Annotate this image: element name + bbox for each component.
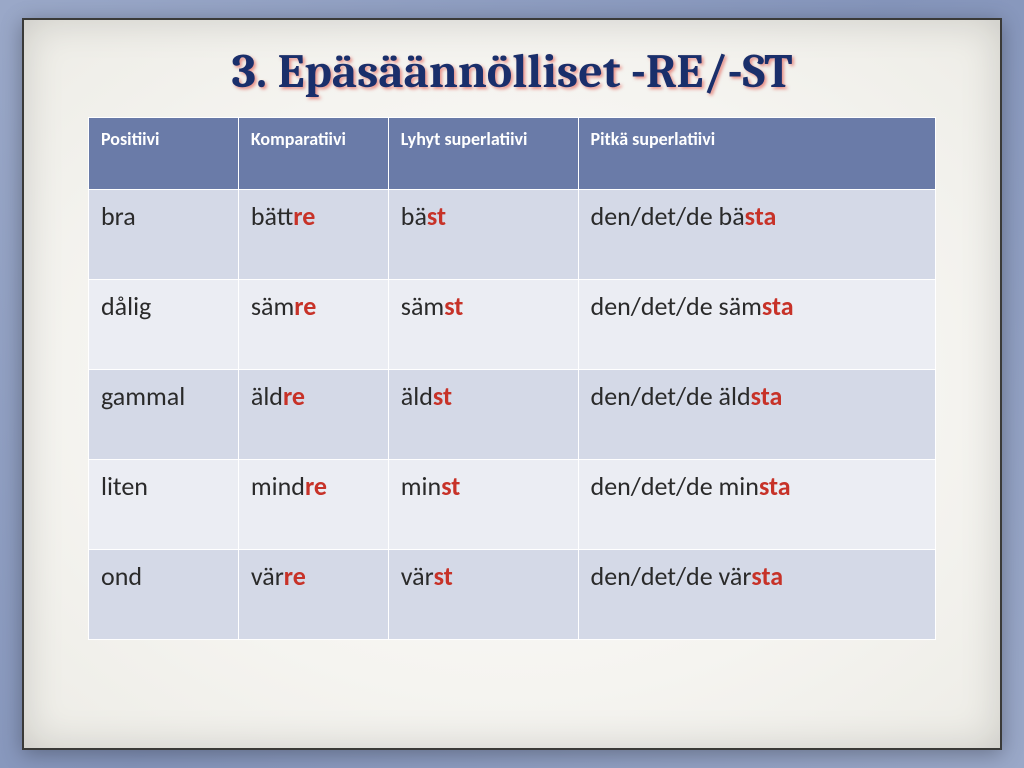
suffix-st: st bbox=[433, 380, 452, 412]
cell-short-superlative: bäst bbox=[388, 190, 578, 280]
suffix-st: st bbox=[434, 560, 453, 592]
cell-comparative: värre bbox=[238, 550, 388, 640]
cell-positive: gammal bbox=[89, 370, 239, 460]
cell-positive: ond bbox=[89, 550, 239, 640]
suffix-sta: sta bbox=[759, 470, 791, 502]
suffix-re: re bbox=[284, 560, 306, 592]
cell-comparative: sämre bbox=[238, 280, 388, 370]
cell-positive: dålig bbox=[89, 280, 239, 370]
cell-positive: bra bbox=[89, 190, 239, 280]
suffix-st: st bbox=[444, 290, 463, 322]
suffix-re: re bbox=[283, 380, 305, 412]
cell-comparative: bättre bbox=[238, 190, 388, 280]
suffix-sta: sta bbox=[751, 380, 783, 412]
suffix-re: re bbox=[294, 290, 316, 322]
suffix-re: re bbox=[293, 200, 315, 232]
cell-long-superlative: den/det/de värsta bbox=[578, 550, 935, 640]
suffix-sta: sta bbox=[751, 560, 783, 592]
suffix-sta: sta bbox=[762, 290, 794, 322]
cell-short-superlative: värst bbox=[388, 550, 578, 640]
table-row: litenmindreminstden/det/de minsta bbox=[89, 460, 936, 550]
cell-short-superlative: minst bbox=[388, 460, 578, 550]
cell-short-superlative: äldst bbox=[388, 370, 578, 460]
cell-long-superlative: den/det/de sämsta bbox=[578, 280, 935, 370]
col-header-positiivi: Positiivi bbox=[89, 118, 239, 190]
slide-frame: 3. Epäsäännölliset -RE/-ST Positiivi Kom… bbox=[22, 18, 1002, 750]
table-row: gammaläldreäldstden/det/de äldsta bbox=[89, 370, 936, 460]
cell-long-superlative: den/det/de äldsta bbox=[578, 370, 935, 460]
comparison-table: Positiivi Komparatiivi Lyhyt superlatiiv… bbox=[88, 117, 936, 640]
slide-title: 3. Epäsäännölliset -RE/-ST bbox=[24, 44, 1000, 99]
cell-short-superlative: sämst bbox=[388, 280, 578, 370]
col-header-lyhyt-superlatiivi: Lyhyt superlatiivi bbox=[388, 118, 578, 190]
table-row: dåligsämresämstden/det/de sämsta bbox=[89, 280, 936, 370]
table-row: ondvärrevärstden/det/de värsta bbox=[89, 550, 936, 640]
suffix-st: st bbox=[427, 200, 446, 232]
table-header-row: Positiivi Komparatiivi Lyhyt superlatiiv… bbox=[89, 118, 936, 190]
table-row: brabättrebästden/det/de bästa bbox=[89, 190, 936, 280]
cell-long-superlative: den/det/de minsta bbox=[578, 460, 935, 550]
suffix-sta: sta bbox=[745, 200, 777, 232]
suffix-re: re bbox=[305, 470, 327, 502]
cell-positive: liten bbox=[89, 460, 239, 550]
col-header-komparatiivi: Komparatiivi bbox=[238, 118, 388, 190]
cell-comparative: mindre bbox=[238, 460, 388, 550]
col-header-pitka-superlatiivi: Pitkä superlatiivi bbox=[578, 118, 935, 190]
suffix-st: st bbox=[441, 470, 460, 502]
cell-long-superlative: den/det/de bästa bbox=[578, 190, 935, 280]
cell-comparative: äldre bbox=[238, 370, 388, 460]
